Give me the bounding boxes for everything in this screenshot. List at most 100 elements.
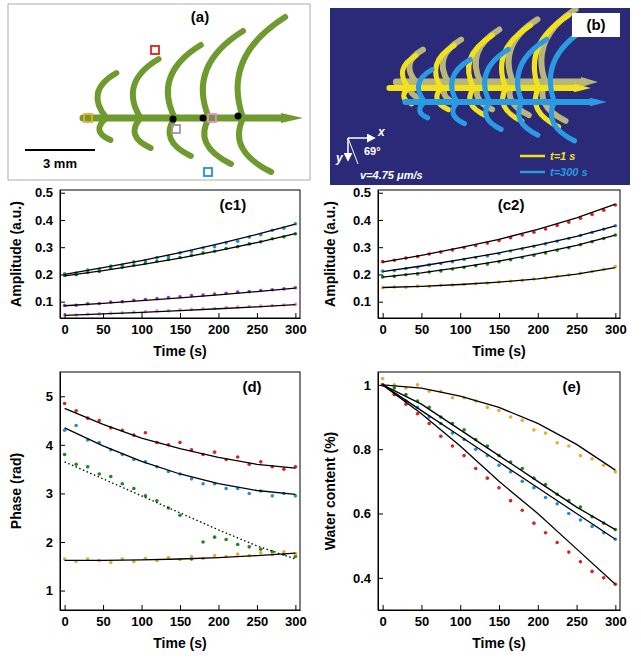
tick-mark: [499, 605, 500, 610]
angle-label: 69°: [364, 145, 381, 157]
x-axis: 050100150200250300: [379, 313, 627, 337]
fit-line: [65, 234, 296, 276]
tick-mark: [378, 449, 383, 450]
data-point: [614, 470, 618, 474]
x-tick: 300: [605, 313, 627, 337]
tick-mark: [65, 313, 66, 318]
y-tick: 0.8: [353, 442, 383, 457]
scale-bar: [25, 149, 95, 151]
direction-line: [348, 138, 358, 164]
data-point: [109, 475, 113, 479]
data-point: [462, 454, 466, 458]
data-point: [520, 418, 524, 422]
data-point: [63, 453, 67, 457]
fit-line: [383, 268, 616, 288]
y-tick: 0.2: [35, 267, 65, 282]
y-tick: 0.4: [353, 570, 383, 585]
data-point: [259, 547, 263, 551]
y-axis: 0.10.20.30.40.5: [35, 185, 65, 318]
data-point: [439, 435, 443, 439]
leaf-tip: [281, 113, 303, 123]
marker-square: [151, 46, 159, 54]
figure: 3 mm(a)(b)xy69°v=4.75 μm/st=1 st=300 s05…: [0, 0, 641, 665]
data-point: [451, 396, 455, 400]
x-tick: 200: [527, 605, 549, 629]
axis-line: [60, 373, 61, 611]
tick-mark: [60, 493, 65, 494]
y-tick: 0.4: [35, 213, 65, 228]
fit-line: [383, 226, 616, 272]
tick-label: 0.1: [353, 294, 371, 309]
y-tick: 1: [364, 378, 383, 393]
leaflet: [418, 70, 432, 102]
data-point: [486, 476, 490, 480]
tick-mark: [180, 605, 181, 610]
tick-mark: [378, 193, 383, 194]
y-tick: 0.6: [353, 506, 383, 521]
data-point: [236, 455, 240, 459]
tick-mark: [65, 605, 66, 610]
tick-label: 50: [96, 614, 110, 629]
tick-mark: [295, 605, 296, 610]
leaflet: [469, 35, 493, 88]
plot-area: [381, 377, 617, 586]
tick-mark: [60, 220, 65, 221]
tick-mark: [103, 313, 104, 318]
tick-mark: [60, 193, 65, 194]
marker-square: [204, 168, 212, 176]
tick-label: 250: [247, 322, 269, 337]
fit-line: [65, 462, 296, 559]
data-point: [590, 570, 594, 574]
tick-mark: [577, 313, 578, 318]
data-point: [213, 554, 217, 558]
data-point: [121, 482, 125, 486]
x-tick: 0: [380, 313, 387, 337]
legend-swatch: [520, 171, 545, 174]
data-point: [109, 561, 113, 565]
tick-mark: [383, 605, 384, 610]
tick-mark: [218, 313, 219, 318]
tick-label: 0: [380, 322, 387, 337]
y-axis: 0.10.20.30.40.5: [353, 185, 383, 318]
velocity-label: v=4.75 μm/s: [360, 169, 423, 181]
panel-label: (a): [191, 8, 209, 25]
data-point: [520, 480, 524, 484]
tick-mark: [577, 605, 578, 610]
panel-frame: [8, 4, 310, 180]
tick-mark: [180, 313, 181, 318]
fit-line: [383, 385, 616, 539]
x-tick: 0: [61, 313, 68, 337]
data-point: [381, 377, 385, 381]
leaflet: [518, 39, 547, 102]
x-tick: 150: [489, 605, 511, 629]
y-tick: 2: [46, 535, 65, 550]
data-point: [247, 492, 251, 496]
data-point: [532, 521, 536, 525]
plot-area: [63, 222, 297, 317]
tick-label: 2: [46, 535, 53, 550]
data-point: [86, 465, 90, 469]
marker-dot: [200, 115, 207, 122]
axis-line: [60, 191, 61, 319]
x-tick: 100: [131, 313, 153, 337]
data-point: [190, 555, 194, 559]
tick-mark: [60, 445, 65, 446]
legend-label: t=1 s: [550, 150, 575, 162]
x-tick: 250: [247, 313, 269, 337]
leaflet: [168, 45, 201, 118]
marker-dot: [235, 113, 242, 120]
leaflet: [550, 29, 584, 102]
leaflet: [169, 118, 190, 156]
leaflet: [486, 102, 501, 129]
data-point: [555, 541, 559, 545]
tick-label: 0.1: [35, 294, 53, 309]
data-point: [579, 560, 583, 564]
tick-label: 300: [285, 322, 307, 337]
data-point: [236, 543, 240, 547]
x-axis-title: Time (s): [153, 343, 206, 359]
fit-line: [383, 235, 616, 277]
data-point: [201, 540, 205, 544]
y-axis-title: Amplitude (a.u.): [322, 201, 338, 307]
data-point: [224, 538, 228, 542]
y-tick: 0.5: [353, 185, 383, 200]
